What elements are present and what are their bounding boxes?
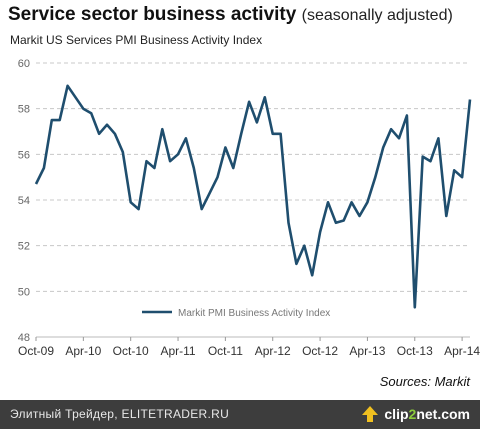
chart-legend: Markit PMI Business Activity Index <box>138 303 352 321</box>
source-note: Sources: Markit <box>379 374 470 389</box>
chart-title: Service sector business activity (season… <box>8 4 453 26</box>
y-axis-ticks: 48 50 52 54 56 58 60 <box>18 58 30 344</box>
x-tick-label: Oct-11 <box>208 344 243 358</box>
y-tick-label: 60 <box>18 58 30 70</box>
x-tick-label: Oct-09 <box>18 344 54 358</box>
y-tick-label: 58 <box>18 104 30 116</box>
x-tick-label: Oct-10 <box>113 344 149 358</box>
x-axis-ticks: Oct-09 Apr-10 Oct-10 Apr-11 Oct-11 Apr-12 Oct-… <box>18 337 480 358</box>
y-tick-label: 52 <box>18 241 30 253</box>
chart-title-main: Service sector business activity <box>8 4 297 25</box>
chart-title-note: (seasonally adjusted) <box>301 7 453 24</box>
clip2net-logo[interactable]: clip2net.com <box>361 403 470 425</box>
x-tick-label: Apr-11 <box>160 344 195 358</box>
y-tick-label: 54 <box>18 195 30 207</box>
clip2net-arrow-icon <box>362 406 379 422</box>
x-tick-label: Apr-10 <box>65 344 101 358</box>
x-tick-label: Oct-12 <box>302 344 338 358</box>
y-tick-label: 48 <box>18 332 30 344</box>
chart-subtitle: Markit US Services PMI Business Activity… <box>10 33 263 47</box>
y-tick-label: 56 <box>18 149 30 161</box>
legend-label: Markit PMI Business Activity Index <box>178 308 330 319</box>
watermark-text: Элитный Трейдер, ELITETRADER.RU <box>10 407 230 421</box>
x-tick-label: Apr-14 <box>444 344 480 358</box>
x-tick-label: Oct-13 <box>397 344 433 358</box>
clip2net-word-c: net.com <box>416 406 470 422</box>
series-line <box>34 84 472 309</box>
legend-box <box>138 303 352 321</box>
clip2net-word-a: clip <box>384 406 409 422</box>
y-tick-label: 50 <box>18 286 30 298</box>
x-tick-label: Apr-13 <box>349 344 385 358</box>
chart-gridlines <box>36 62 470 338</box>
x-tick-label: Apr-12 <box>255 344 291 358</box>
footer-bar: Элитный Трейдер, ELITETRADER.RU clip2net… <box>0 400 480 429</box>
clip2net-wordmark: clip2net.com <box>384 406 470 422</box>
clip2net-word-b: 2 <box>408 406 417 422</box>
chart-series <box>34 84 472 309</box>
